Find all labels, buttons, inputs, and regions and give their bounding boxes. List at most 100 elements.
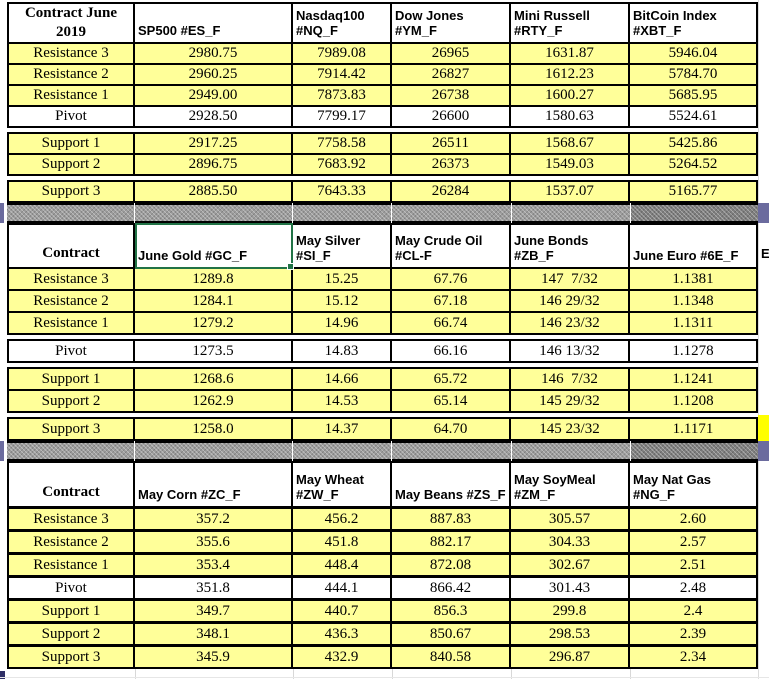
row-label-cell[interactable]: Support 2 bbox=[7, 153, 135, 176]
value-cell[interactable]: 872.08 bbox=[392, 553, 511, 577]
value-cell[interactable]: 7643.33 bbox=[293, 180, 392, 203]
value-cell[interactable]: 7799.17 bbox=[293, 105, 392, 128]
value-cell[interactable]: 1537.07 bbox=[511, 180, 630, 203]
value-cell[interactable]: 2885.50 bbox=[135, 180, 293, 203]
column-header-cell[interactable]: Mini Russell #RTY_F bbox=[511, 2, 630, 44]
value-cell[interactable]: 26965 bbox=[392, 42, 511, 65]
value-cell[interactable]: 65.72 bbox=[392, 367, 511, 391]
value-cell[interactable]: 64.70 bbox=[392, 417, 511, 441]
value-cell[interactable]: 2.39 bbox=[630, 622, 758, 646]
value-cell[interactable]: 856.3 bbox=[392, 599, 511, 623]
column-header-cell[interactable]: May Crude Oil #CL-F bbox=[392, 223, 511, 269]
row-label-cell[interactable]: Support 1 bbox=[7, 367, 135, 391]
row-label-cell[interactable]: Support 3 bbox=[7, 417, 135, 441]
row-label-cell[interactable]: Support 1 bbox=[7, 599, 135, 623]
value-cell[interactable]: 1268.6 bbox=[135, 367, 293, 391]
value-cell[interactable]: 146 7/32 bbox=[511, 367, 630, 391]
value-cell[interactable]: 5425.86 bbox=[630, 132, 758, 155]
value-cell[interactable]: 1284.1 bbox=[135, 289, 293, 313]
row-label-cell[interactable]: Resistance 3 bbox=[7, 42, 135, 65]
value-cell[interactable]: 456.2 bbox=[293, 507, 392, 531]
value-cell[interactable]: 2896.75 bbox=[135, 153, 293, 176]
value-cell[interactable]: 1273.5 bbox=[135, 339, 293, 363]
row-label-cell[interactable]: Pivot bbox=[7, 576, 135, 600]
value-cell[interactable]: 15.12 bbox=[293, 289, 392, 313]
value-cell[interactable]: 353.4 bbox=[135, 553, 293, 577]
clipped-next-column-header[interactable]: E bbox=[761, 246, 769, 261]
value-cell[interactable]: 7914.42 bbox=[293, 63, 392, 86]
value-cell[interactable]: 7873.83 bbox=[293, 84, 392, 107]
value-cell[interactable]: 1.1241 bbox=[630, 367, 758, 391]
row-label-cell[interactable]: Resistance 1 bbox=[7, 311, 135, 335]
column-header-cell[interactable]: Dow Jones #YM_F bbox=[392, 2, 511, 44]
column-header-cell[interactable]: May SoyMeal #ZM_F bbox=[511, 461, 630, 508]
value-cell[interactable]: 1612.23 bbox=[511, 63, 630, 86]
value-cell[interactable]: 5784.70 bbox=[630, 63, 758, 86]
value-cell[interactable]: 2.4 bbox=[630, 599, 758, 623]
value-cell[interactable]: 1.1348 bbox=[630, 289, 758, 313]
value-cell[interactable]: 26284 bbox=[392, 180, 511, 203]
value-cell[interactable]: 1262.9 bbox=[135, 389, 293, 413]
value-cell[interactable]: 840.58 bbox=[392, 645, 511, 669]
value-cell[interactable]: 436.3 bbox=[293, 622, 392, 646]
value-cell[interactable]: 1.1171 bbox=[630, 417, 758, 441]
value-cell[interactable]: 146 23/32 bbox=[511, 311, 630, 335]
value-cell[interactable]: 2960.25 bbox=[135, 63, 293, 86]
value-cell[interactable]: 345.9 bbox=[135, 645, 293, 669]
value-cell[interactable]: 299.8 bbox=[511, 599, 630, 623]
column-header-cell[interactable]: June Euro #6E_F bbox=[630, 223, 758, 269]
row-label-cell[interactable]: Resistance 3 bbox=[7, 507, 135, 531]
value-cell[interactable]: 5524.61 bbox=[630, 105, 758, 128]
value-cell[interactable]: 302.67 bbox=[511, 553, 630, 577]
value-cell[interactable]: 2.57 bbox=[630, 530, 758, 554]
value-cell[interactable]: 146 13/32 bbox=[511, 339, 630, 363]
value-cell[interactable]: 15.25 bbox=[293, 267, 392, 291]
value-cell[interactable]: 67.18 bbox=[392, 289, 511, 313]
value-cell[interactable]: 14.66 bbox=[293, 367, 392, 391]
value-cell[interactable]: 1.1311 bbox=[630, 311, 758, 335]
value-cell[interactable]: 5165.77 bbox=[630, 180, 758, 203]
value-cell[interactable]: 882.17 bbox=[392, 530, 511, 554]
value-cell[interactable]: 147 7/32 bbox=[511, 267, 630, 291]
row-label-cell[interactable]: Support 3 bbox=[7, 645, 135, 669]
value-cell[interactable]: 2917.25 bbox=[135, 132, 293, 155]
value-cell[interactable]: 296.87 bbox=[511, 645, 630, 669]
column-header-cell[interactable]: Nasdaq100 #NQ_F bbox=[293, 2, 392, 44]
column-header-cell[interactable]: May Silver #SI_F bbox=[293, 223, 392, 269]
corner-header-cell[interactable]: Contract bbox=[7, 461, 135, 508]
value-cell[interactable]: 351.8 bbox=[135, 576, 293, 600]
row-label-cell[interactable]: Pivot bbox=[7, 339, 135, 363]
value-cell[interactable]: 298.53 bbox=[511, 622, 630, 646]
value-cell[interactable]: 5685.95 bbox=[630, 84, 758, 107]
row-label-cell[interactable]: Support 2 bbox=[7, 622, 135, 646]
value-cell[interactable]: 2.51 bbox=[630, 553, 758, 577]
value-cell[interactable]: 67.76 bbox=[392, 267, 511, 291]
value-cell[interactable]: 2980.75 bbox=[135, 42, 293, 65]
row-label-cell[interactable]: Resistance 2 bbox=[7, 289, 135, 313]
value-cell[interactable]: 14.53 bbox=[293, 389, 392, 413]
row-label-cell[interactable]: Resistance 1 bbox=[7, 84, 135, 107]
value-cell[interactable]: 1.1381 bbox=[630, 267, 758, 291]
value-cell[interactable]: 1289.8 bbox=[135, 267, 293, 291]
value-cell[interactable]: 1549.03 bbox=[511, 153, 630, 176]
value-cell[interactable]: 349.7 bbox=[135, 599, 293, 623]
value-cell[interactable]: 451.8 bbox=[293, 530, 392, 554]
value-cell[interactable]: 1279.2 bbox=[135, 311, 293, 335]
value-cell[interactable]: 2928.50 bbox=[135, 105, 293, 128]
value-cell[interactable]: 1600.27 bbox=[511, 84, 630, 107]
value-cell[interactable]: 887.83 bbox=[392, 507, 511, 531]
value-cell[interactable]: 1580.63 bbox=[511, 105, 630, 128]
value-cell[interactable]: 348.1 bbox=[135, 622, 293, 646]
value-cell[interactable]: 1631.87 bbox=[511, 42, 630, 65]
corner-header-cell[interactable]: Contract bbox=[7, 223, 135, 269]
row-label-cell[interactable]: Resistance 2 bbox=[7, 530, 135, 554]
column-header-cell[interactable]: May Nat Gas #NG_F bbox=[630, 461, 758, 508]
column-header-cell[interactable]: May Beans #ZS_F bbox=[392, 461, 511, 508]
value-cell[interactable]: 7683.92 bbox=[293, 153, 392, 176]
value-cell[interactable]: 1258.0 bbox=[135, 417, 293, 441]
value-cell[interactable]: 1568.67 bbox=[511, 132, 630, 155]
column-header-cell[interactable]: SP500 #ES_F bbox=[135, 2, 293, 44]
value-cell[interactable]: 66.16 bbox=[392, 339, 511, 363]
value-cell[interactable]: 866.42 bbox=[392, 576, 511, 600]
column-header-cell-selected[interactable]: June Gold #GC_F bbox=[135, 223, 294, 270]
